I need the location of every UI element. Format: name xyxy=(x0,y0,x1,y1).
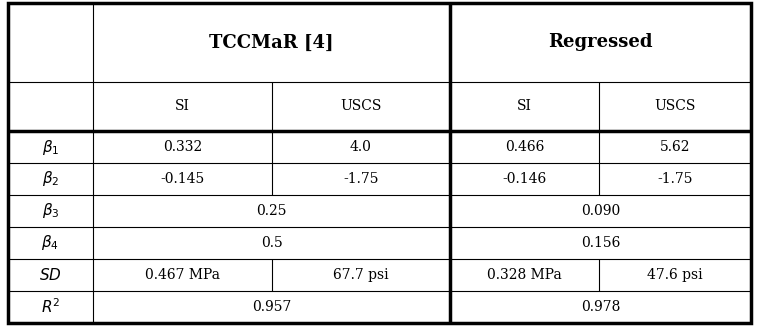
Text: 4.0: 4.0 xyxy=(350,140,372,154)
Text: $\beta_2$: $\beta_2$ xyxy=(42,170,59,188)
Text: -0.145: -0.145 xyxy=(160,172,204,186)
Text: $R^2$: $R^2$ xyxy=(41,297,60,316)
Text: Regressed: Regressed xyxy=(549,33,653,52)
Text: 5.62: 5.62 xyxy=(660,140,691,154)
Text: USCS: USCS xyxy=(654,99,696,113)
Text: -1.75: -1.75 xyxy=(343,172,379,186)
Text: 0.25: 0.25 xyxy=(257,204,287,218)
Text: $SD$: $SD$ xyxy=(39,267,61,283)
Text: 0.466: 0.466 xyxy=(505,140,544,154)
Text: 0.5: 0.5 xyxy=(261,236,282,250)
Text: $\beta_3$: $\beta_3$ xyxy=(42,201,59,220)
Text: 0.332: 0.332 xyxy=(162,140,202,154)
Text: USCS: USCS xyxy=(340,99,382,113)
Text: 47.6 psi: 47.6 psi xyxy=(647,268,703,282)
Text: 0.090: 0.090 xyxy=(581,204,620,218)
Text: SI: SI xyxy=(175,99,190,113)
Text: 0.156: 0.156 xyxy=(581,236,620,250)
Text: $\beta_1$: $\beta_1$ xyxy=(42,138,59,156)
Text: 0.978: 0.978 xyxy=(581,300,620,314)
Text: 0.957: 0.957 xyxy=(252,300,291,314)
Text: TCCMaR [4]: TCCMaR [4] xyxy=(209,33,334,52)
Text: 0.467 MPa: 0.467 MPa xyxy=(145,268,220,282)
Text: 0.328 MPa: 0.328 MPa xyxy=(487,268,562,282)
Text: 67.7 psi: 67.7 psi xyxy=(333,268,389,282)
Text: -0.146: -0.146 xyxy=(502,172,546,186)
Text: $\beta_4$: $\beta_4$ xyxy=(42,233,59,252)
Text: SI: SI xyxy=(517,99,532,113)
Text: -1.75: -1.75 xyxy=(657,172,693,186)
